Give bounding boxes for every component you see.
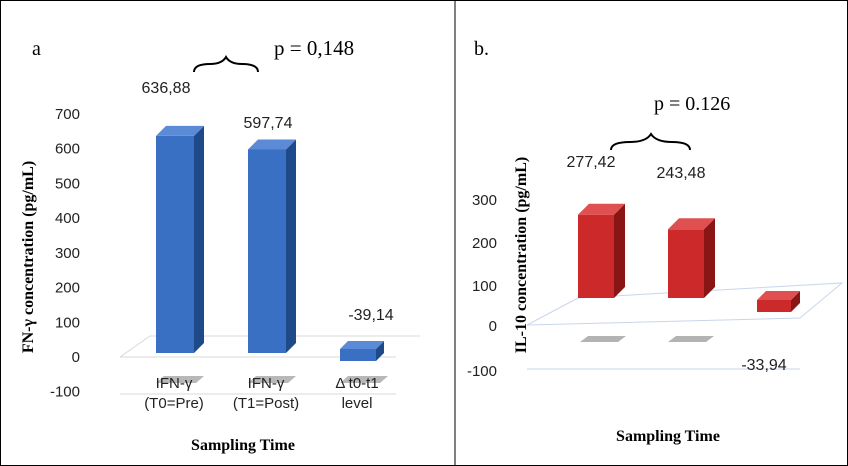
panel-a-label: a (32, 38, 41, 60)
panel-a-chart: a p = 0,148 FN-γ concentration (pg/mL) S… (20, 36, 420, 454)
panel-a-bar-front (248, 149, 286, 353)
panel-a-p-value: p = 0,148 (274, 36, 354, 60)
panel-b-label: b. (474, 38, 489, 60)
panel-a-floor-shadow (248, 376, 296, 383)
panel-b-bar-top (757, 291, 800, 300)
panel-a-category-label: level (342, 395, 373, 412)
panel-b-bar-side (614, 203, 625, 298)
panel-b-y-tick-label: 200 (472, 235, 497, 252)
panel-b-floor-plane (526, 282, 844, 326)
panel-a-bar-side (194, 125, 204, 354)
panel-b-x-axis-title: Sampling Time (616, 428, 720, 445)
panel-b-data-label: -33,94 (741, 357, 786, 374)
panel-b-bar-front (578, 214, 614, 298)
panel-b-marks: -100 0 100 200 300 277,42 243,48 -33,94 (467, 154, 844, 380)
panel-b-bar-front (668, 229, 704, 298)
panel-a-y-tick-label: 600 (55, 141, 80, 158)
panel-a-category-label: IFN-γ (156, 375, 193, 392)
panel-b-bar-top (668, 218, 715, 230)
panel-b-bar-side (704, 218, 715, 298)
panel-a-bar-side (286, 139, 296, 353)
panel-a-data-label: -39,14 (348, 307, 393, 324)
panel-a-y-tick-label: 200 (55, 280, 80, 297)
panel-b-data-label: 277,42 (567, 154, 616, 171)
panel-b-y-tick-label: 300 (472, 192, 497, 209)
panel-a-y-tick-label: -100 (50, 384, 80, 401)
panel-a-data-label: 636,88 (142, 80, 191, 97)
panel-b-chart: b. p = 0.126 IL-10 concentration (pg/mL)… (467, 38, 844, 445)
panel-b-bracket (610, 132, 691, 151)
panel-a-y-tick-label: 700 (55, 106, 80, 123)
panel-a-bar-top (248, 139, 296, 150)
panel-a-floor-shadow (340, 376, 388, 383)
panel-a-bar-front (156, 135, 194, 353)
panel-a-x-axis-title: Sampling Time (191, 437, 295, 454)
panel-a-marks: -100 0 100 200 300 400 500 600 700 636,88 597,74 -3… (50, 80, 420, 412)
panel-a-y-tick-label: 500 (55, 175, 80, 192)
panel-a-category-label: IFN-γ (248, 375, 285, 392)
panel-a-floor-shadow (156, 376, 204, 383)
panel-a-y-tick-label: 0 (72, 349, 80, 366)
panel-a-floor-left-edge (119, 335, 151, 358)
panel-a-y-tick-label: 400 (55, 210, 80, 227)
panel-b-y-tick-label: 0 (489, 318, 497, 335)
panel-a-bracket (193, 54, 259, 73)
panel-a-bar-top (156, 125, 204, 136)
panel-b-y-axis-title: IL-10 concentration (pg/mL) (513, 157, 530, 353)
panel-b-bar-side (791, 291, 800, 312)
panel-b-bar-front (757, 300, 791, 312)
panel-a-y-tick-label: 100 (55, 314, 80, 331)
panel-b-bar-top (578, 203, 625, 215)
panel-a-category-label: Δ t0-t1 (335, 375, 378, 392)
panel-b-y-tick-label: 100 (472, 278, 497, 295)
panel-a-bar-front (340, 349, 376, 361)
panel-a-y-axis-title: FN-γ concentration (pg/mL) (20, 161, 37, 353)
panel-b-data-label: 243,48 (657, 165, 706, 182)
panel-a-category-label: (T0=Pre) (144, 395, 204, 412)
panel-a-y-tick-label: 300 (55, 245, 80, 262)
panel-a-bar-side (376, 341, 384, 361)
panel-b-p-value: p = 0.126 (654, 93, 730, 115)
panel-b-floor-shadow (668, 336, 714, 342)
panel-a-bar-top (340, 341, 384, 349)
panel-b-y-tick-label: -100 (467, 363, 497, 380)
panel-b-floor-shadow (580, 336, 626, 342)
panel-a-category-label: (T1=Post) (233, 395, 299, 412)
panel-a-data-label: 597,74 (244, 115, 293, 132)
